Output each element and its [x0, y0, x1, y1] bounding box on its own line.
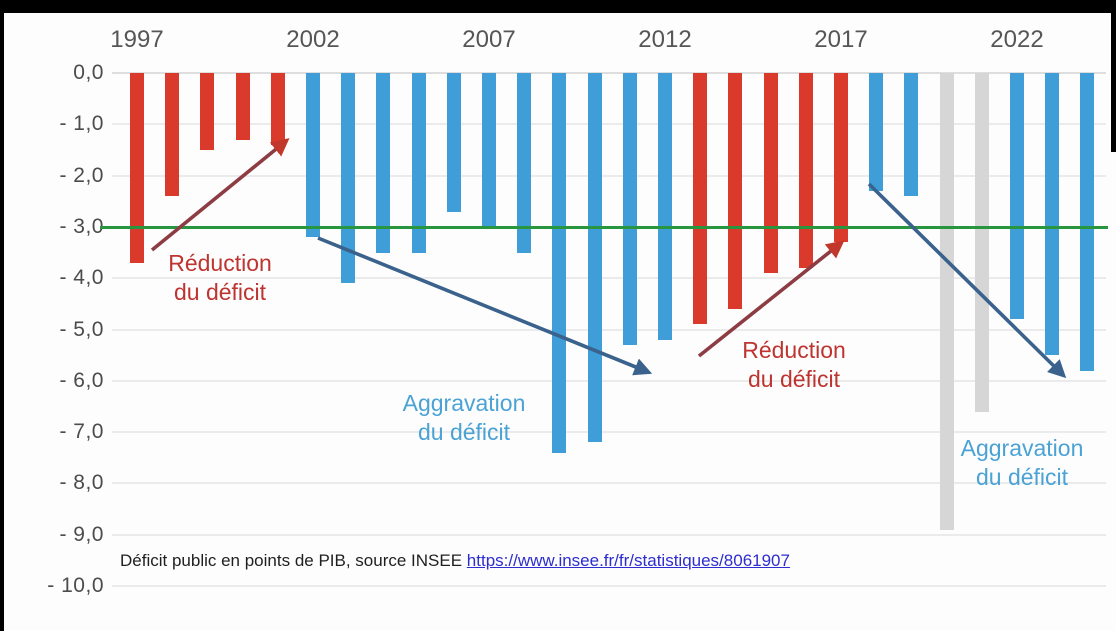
bar-2011: [622, 73, 637, 345]
gridline-minus-0: [112, 72, 1106, 74]
annotation-line: Réduction: [742, 337, 846, 363]
annotation-line: du déficit: [975, 464, 1069, 490]
aggravation-arrow-down-2-icon: [867, 182, 1067, 379]
x-tick-label-2017: 2017: [814, 26, 868, 53]
caption-text: Déficit public en points de PIB, source …: [120, 551, 463, 570]
y-tick-label: 0,0: [73, 61, 104, 84]
y-tick-label: - 2,0: [59, 163, 104, 187]
y-tick-label: - 8,0: [59, 471, 104, 495]
annotation-aggravation-deficit-1: Aggravation du déficit: [386, 389, 542, 447]
bar-2017: [834, 73, 848, 243]
bar-2018: [869, 73, 884, 191]
y-tick-label: - 10,0: [47, 574, 104, 597]
bar-1997: [130, 73, 144, 263]
x-tick-label-2007: 2007: [462, 26, 516, 53]
bar-2002: [306, 73, 320, 238]
y-tick-label: - 9,0: [59, 522, 104, 546]
gridline-minus-6: [112, 379, 1106, 382]
y-tick-label: - 1,0: [59, 112, 104, 136]
gridline-minus-8: [112, 482, 1106, 485]
gridline-minus-7: [112, 431, 1106, 434]
gridline-minus-9: [112, 533, 1106, 536]
annotation-line: du déficit: [173, 279, 267, 305]
x-tick-label-2022: 2022: [990, 26, 1044, 53]
gridline-minus-5: [112, 328, 1106, 331]
bar-2014: [728, 73, 743, 309]
bar-2005: [411, 73, 426, 253]
bar-2015: [763, 73, 778, 274]
annotation-aggravation-deficit-2: Aggravation du déficit: [944, 434, 1100, 492]
bar-2004: [376, 73, 391, 253]
insee-source-link[interactable]: https://www.insee.fr/fr/statistiques/806…: [466, 551, 790, 570]
annotation-reduction-deficit-1: Réduction du déficit: [150, 249, 290, 307]
bar-2010: [587, 73, 602, 443]
bar-2008: [517, 73, 532, 253]
gridline-minus-1: [112, 123, 1106, 126]
bar-2022: [1010, 73, 1024, 320]
top-black-border: [0, 0, 1116, 13]
bar-2003: [341, 73, 356, 284]
y-tick-label: - 4,0: [59, 266, 104, 290]
chart-caption: Déficit public en points de PIB, source …: [120, 551, 790, 571]
x-tick-label-2002: 2002: [286, 26, 340, 53]
bar-1999: [200, 73, 215, 150]
bar-2021: [974, 73, 989, 412]
annotation-line: Réduction: [168, 250, 272, 276]
annotation-line: Aggravation: [402, 390, 526, 416]
bar-2012: [658, 73, 672, 340]
bar-2024: [1080, 73, 1095, 371]
x-tick-label-1997: 1997: [110, 26, 164, 53]
bar-2019: [904, 73, 919, 197]
bar-2013: [693, 73, 708, 325]
left-black-border: [0, 0, 4, 631]
y-tick-label: - 6,0: [59, 368, 104, 392]
bar-2016: [798, 73, 813, 268]
x-tick-label-2012: 2012: [638, 26, 692, 53]
y-tick-label: - 5,0: [59, 317, 104, 341]
maastricht-3pct-line: [100, 225, 1108, 229]
bar-2000: [235, 73, 250, 140]
gridline-minus-10: [112, 585, 1106, 587]
gridline-minus-2: [112, 174, 1106, 177]
annotation-line: du déficit: [747, 366, 841, 392]
bar-2006: [446, 73, 461, 212]
annotation-reduction-deficit-2: Réduction du déficit: [730, 336, 858, 394]
y-tick-label: - 7,0: [59, 420, 104, 444]
bar-2009: [552, 73, 567, 453]
annotation-line: du déficit: [417, 419, 511, 445]
y-tick-label: - 3,0: [59, 214, 104, 238]
bar-2001: [270, 73, 285, 145]
bar-1998: [165, 73, 180, 197]
bar-2007: [482, 73, 496, 227]
bar-2023: [1045, 73, 1060, 356]
right-black-border: [1111, 0, 1116, 152]
annotation-line: Aggravation: [960, 435, 1084, 461]
